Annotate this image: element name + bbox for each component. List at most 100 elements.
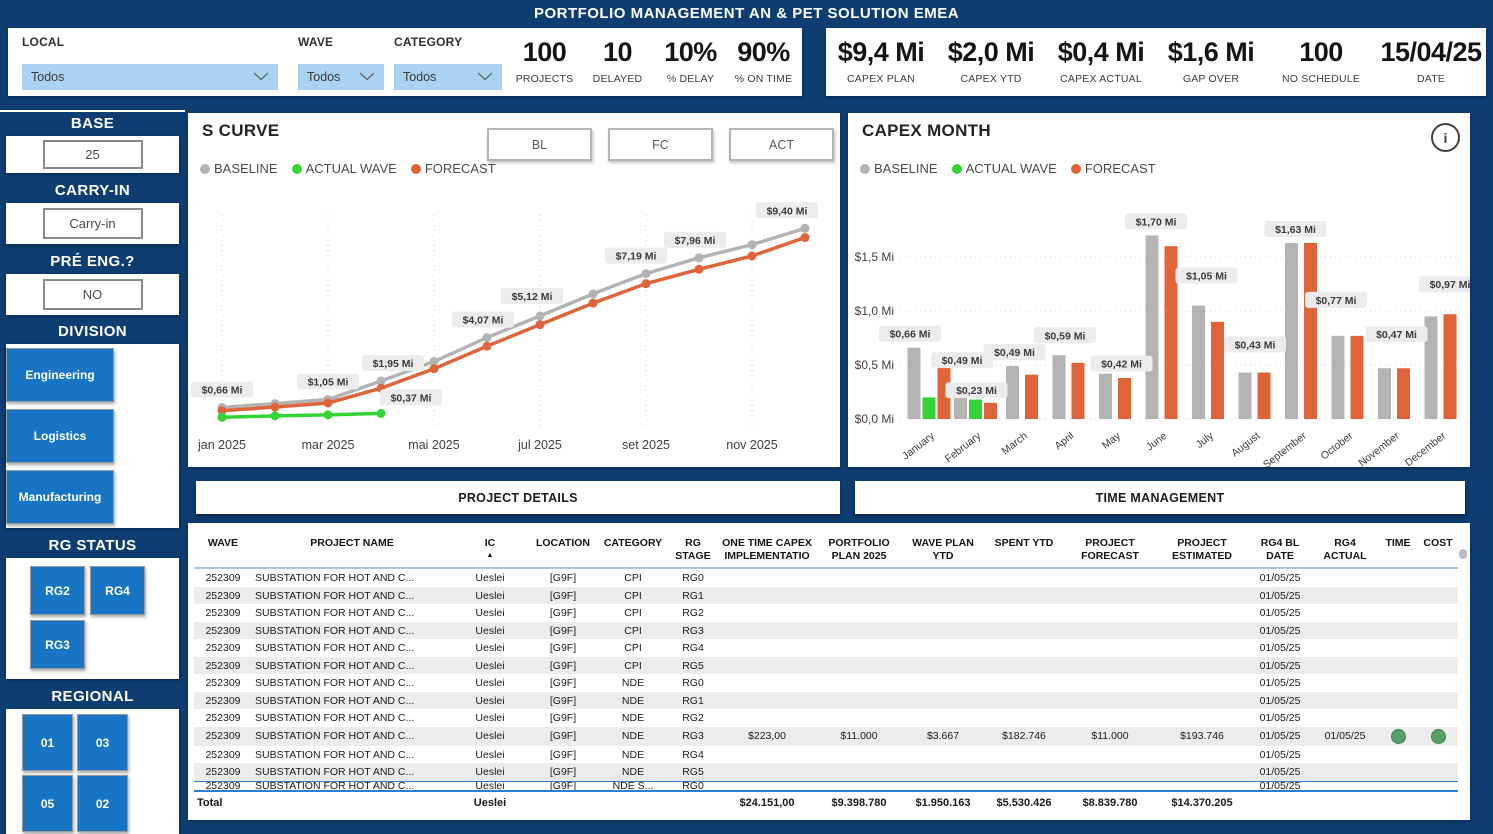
table-row[interactable]: 252309 SUBSTATION FOR HOT AND C... Ueslei [… — [194, 709, 1458, 727]
cell-location: [G9F] — [549, 624, 577, 637]
project-details-tab[interactable]: PROJECT DETAILS — [196, 481, 840, 514]
column-header-category[interactable]: CATEGORY — [603, 537, 663, 549]
svg-text:$0,23 Mi: $0,23 Mi — [956, 385, 997, 397]
slicer-button-01[interactable]: 01 — [22, 714, 73, 771]
table-row[interactable]: 252309 SUBSTATION FOR HOT AND C... Ueslei [… — [194, 621, 1458, 640]
total-cell-rg — [668, 791, 718, 814]
cell-spent — [984, 781, 1064, 791]
cell-name: SUBSTATION FOR HOT AND C... — [255, 766, 415, 778]
cell-rg: RG3 — [682, 624, 704, 637]
total-cell-forecast: $8.839.780 — [1082, 796, 1138, 809]
table-row[interactable]: 252309 SUBSTATION FOR HOT AND C... Ueslei [… — [194, 746, 1458, 764]
capex-month-chart: $0,0 Mi $0,5 Mi $1,0 Mi $1,5 Mi January Febru… — [855, 213, 1470, 467]
column-header-cost[interactable]: COST — [1423, 537, 1453, 549]
cell-location: [G9F] — [549, 712, 577, 724]
svg-text:December: December — [1403, 430, 1449, 467]
cell-rg: RG4 — [682, 748, 704, 761]
slicer-button-rg4[interactable]: RG4 — [90, 566, 145, 615]
column-header-rg[interactable]: RG STAGE — [675, 537, 711, 563]
cell-rg4_act — [1312, 568, 1378, 587]
kpi-date: 15/04/25 DATE — [1376, 28, 1486, 96]
column-header-location[interactable]: LOCATION — [535, 537, 591, 549]
column-header-rg4_act[interactable]: RG4 ACTUAL — [1323, 537, 1367, 563]
column-header-plan[interactable]: PORTFOLIO PLAN 2025 — [828, 537, 890, 563]
slicer-button-rg2[interactable]: RG2 — [30, 566, 85, 615]
cell-rg4_bl: 01/05/25 — [1259, 730, 1301, 743]
cell-location: [G9F] — [549, 659, 577, 672]
table-row[interactable]: 252309 SUBSTATION FOR HOT AND C... Ueslei [… — [194, 726, 1458, 746]
column-header-forecast[interactable]: PROJECT FORECAST — [1081, 537, 1139, 563]
table-row[interactable]: 252309 SUBSTATION FOR HOT AND C... Ueslei [… — [194, 639, 1458, 657]
cell-time — [1378, 622, 1418, 640]
legend-label: FORECAST — [1084, 161, 1156, 176]
column-header-time[interactable]: TIME — [1385, 537, 1411, 549]
total-cell-ic: Ueslei — [473, 796, 507, 809]
cell-time — [1378, 746, 1418, 764]
bl-button[interactable]: BL — [487, 128, 592, 161]
cell-rg: RG1 — [682, 694, 704, 707]
cell-cost — [1418, 692, 1458, 710]
table-row[interactable]: 252309 SUBSTATION FOR HOT AND C... Ueslei [… — [194, 568, 1458, 587]
slicer-button-rg3[interactable]: RG3 — [30, 620, 85, 669]
column-header-estimated[interactable]: PROJECT ESTIMATED — [1172, 537, 1232, 563]
pre-eng-title: PRÉ ENG.? — [50, 253, 135, 270]
cell-one_time — [718, 639, 816, 657]
cell-cost — [1418, 604, 1458, 622]
slicer-button-02[interactable]: 02 — [77, 775, 128, 832]
cell-plan — [816, 587, 902, 605]
svg-text:September: September — [1261, 430, 1309, 467]
table-row[interactable]: 252309 SUBSTATION FOR HOT AND C... Ueslei [… — [194, 674, 1458, 692]
svg-text:$4,07 Mi: $4,07 Mi — [463, 315, 504, 327]
cell-estimated — [1156, 657, 1248, 675]
cell-spent — [984, 568, 1064, 587]
table-row[interactable]: 252309 SUBSTATION FOR HOT AND C... Ueslei [… — [194, 691, 1458, 710]
slicer-button-engineering[interactable]: Engineering — [6, 348, 114, 402]
slicer-button-logistics[interactable]: Logistics — [6, 409, 114, 463]
wave-dropdown[interactable]: Todos — [298, 64, 384, 90]
capex-kpi-card: $9,4 Mi CAPEX PLAN $2,0 Mi CAPEX YTD $0,4 Mi… — [826, 28, 1486, 96]
category-dropdown[interactable]: Todos — [394, 64, 502, 90]
table-row[interactable]: 252309 SUBSTATION FOR HOT AND C... Ueslei [… — [194, 763, 1458, 782]
table-row[interactable]: 252309 SUBSTATION FOR HOT AND C... Ueslei [… — [194, 781, 1458, 791]
scrollbar-thumb[interactable] — [1459, 549, 1467, 559]
base-input[interactable]: 25 — [42, 140, 143, 169]
kpi-value: 90% — [737, 37, 790, 67]
column-header-ic[interactable]: IC ▲ — [452, 529, 528, 568]
kpi-value: 15/04/25 — [1380, 37, 1482, 67]
column-header-wave[interactable]: WAVE — [207, 537, 239, 549]
fc-button[interactable]: FC — [608, 128, 713, 161]
cell-rg: RG0 — [682, 781, 704, 791]
column-header-rg4_bl[interactable]: RG4 BL DATE — [1260, 537, 1300, 563]
table-row[interactable]: 252309 SUBSTATION FOR HOT AND C... Ueslei [… — [194, 586, 1458, 605]
regional-title: REGIONAL — [51, 688, 134, 705]
slicer-button-03[interactable]: 03 — [77, 714, 128, 771]
cell-ic: Ueslei — [475, 659, 505, 672]
cell-plan — [816, 639, 902, 657]
cell-plan — [816, 763, 902, 781]
act-button[interactable]: ACT — [729, 128, 834, 161]
legend-dot-icon — [1070, 163, 1081, 174]
kpi-gap-over: $1,6 Mi GAP OVER — [1156, 28, 1266, 96]
cell-category: NDE — [621, 694, 645, 707]
page-title: PORTFOLIO MANAGEMENT AN & PET SOLUTION E… — [533, 5, 960, 22]
column-header-one_time[interactable]: ONE TIME CAPEX IMPLEMENTATIO — [722, 537, 812, 563]
cell-spent — [984, 746, 1064, 764]
time-management-tab[interactable]: TIME MANAGEMENT — [855, 481, 1465, 514]
column-header-wave_ytd[interactable]: WAVE PLAN YTD — [912, 537, 974, 563]
cell-spent — [984, 622, 1064, 640]
table-row[interactable]: 252309 SUBSTATION FOR HOT AND C... Ueslei [… — [194, 656, 1458, 675]
kpi-group-left: 100 PROJECTS 10 DELAYED 10% % DELAY 90% % ON TI… — [508, 28, 800, 96]
info-icon[interactable]: i — [1431, 123, 1460, 152]
cell-category: NDE — [621, 748, 645, 761]
kpi-group-right: $9,4 Mi CAPEX PLAN $2,0 Mi CAPEX YTD $0,4 Mi… — [826, 28, 1486, 96]
slicer-button-05[interactable]: 05 — [22, 775, 73, 832]
column-header-spent[interactable]: SPENT YTD — [994, 537, 1054, 549]
table-row[interactable]: 252309 SUBSTATION FOR HOT AND C... Ueslei [… — [194, 604, 1458, 622]
svg-text:May: May — [1100, 429, 1124, 451]
pre-eng-input[interactable]: NO — [42, 279, 143, 310]
carry-in-input[interactable]: Carry-in — [42, 208, 143, 239]
slicer-button-manufacturing[interactable]: Manufacturing — [6, 470, 114, 524]
column-header-name[interactable]: PROJECT NAME — [310, 537, 394, 549]
local-dropdown[interactable]: Todos — [22, 64, 278, 90]
svg-text:$0,0 Mi: $0,0 Mi — [855, 412, 894, 426]
